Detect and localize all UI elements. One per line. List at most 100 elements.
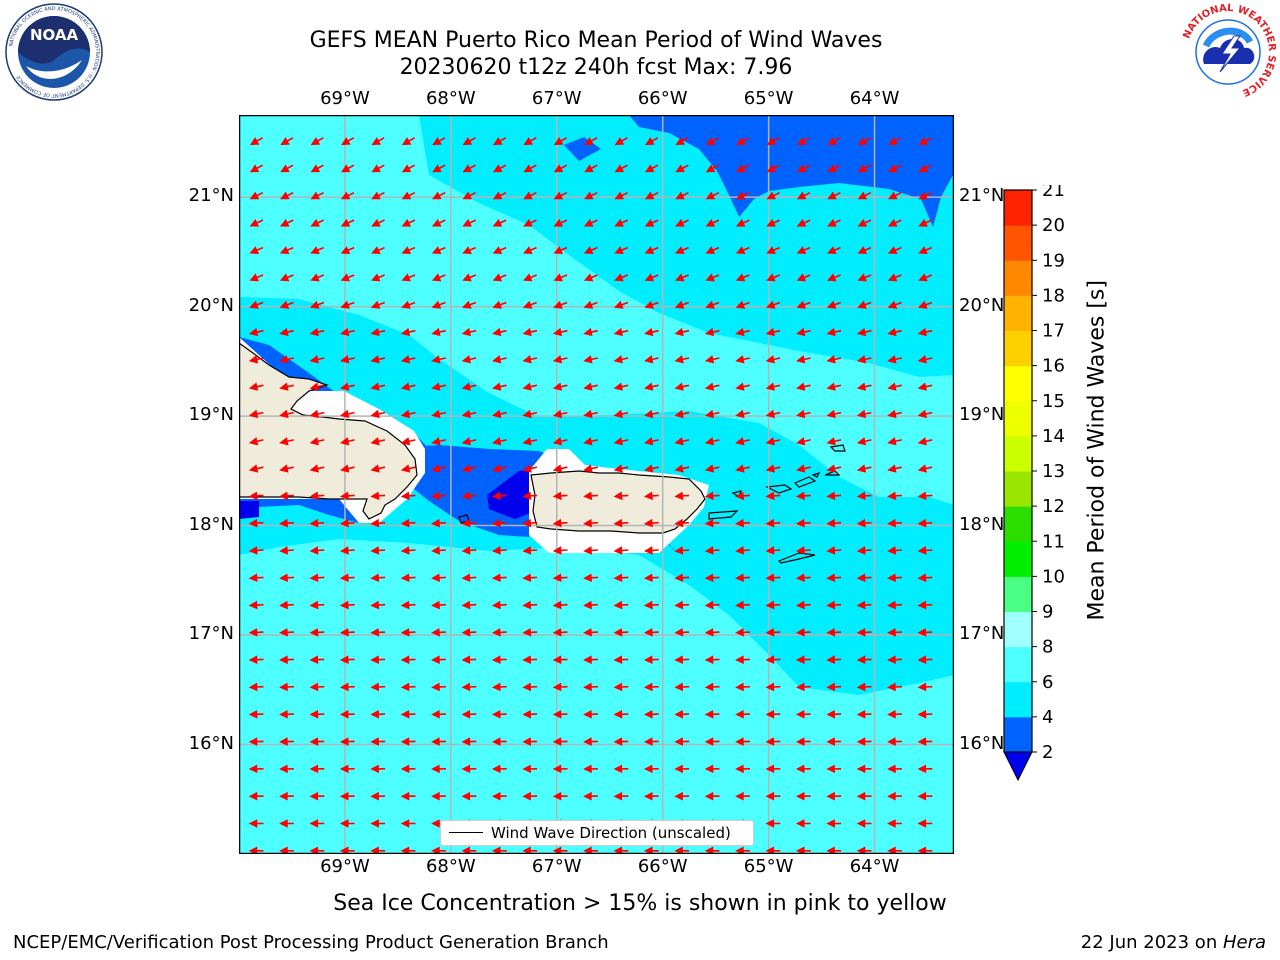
wave-arrow [248, 355, 264, 364]
wave-arrow [583, 464, 598, 473]
wave-arrow [917, 819, 933, 828]
wave-arrow [765, 846, 781, 854]
wave-arrow [583, 628, 598, 637]
wave-arrow [552, 518, 568, 528]
wave-arrow [371, 137, 385, 146]
wave-arrow [614, 137, 628, 146]
wave-arrow [644, 218, 659, 227]
wave-arrow [644, 464, 659, 473]
wave-arrow [887, 791, 902, 801]
wave-arrow [826, 464, 842, 473]
wave-arrow [826, 737, 842, 746]
wave-arrow [248, 655, 264, 664]
wave-arrow [279, 246, 294, 254]
wave-arrow [584, 137, 598, 146]
wave-arrow [826, 846, 842, 854]
wave-arrow [248, 382, 264, 391]
wave-arrow [400, 764, 416, 774]
wave-arrow [280, 137, 294, 146]
wave-arrow [614, 164, 628, 173]
wave-arrow [795, 682, 811, 692]
wave-arrow [704, 846, 720, 854]
wave-arrow [583, 409, 598, 419]
wave-arrow [613, 546, 629, 555]
wave-arrow [248, 464, 264, 473]
wave-arrow [644, 273, 659, 282]
wave-arrow [887, 764, 902, 774]
noaa-logo-icon: NOAA NATIONAL OCEANIC AND ATMOSPHERIC AD… [5, 3, 103, 101]
wave-arrow [370, 682, 386, 692]
lat-tick-right: 18°N [959, 513, 1005, 535]
wave-arrow [248, 709, 264, 719]
wave-arrow [249, 164, 264, 173]
wave-arrow [796, 300, 811, 309]
wave-arrow [643, 709, 659, 719]
wave-arrow [674, 628, 690, 637]
land-puerto-rico [530, 470, 706, 534]
wave-arrow [613, 709, 629, 719]
wave-arrow [553, 218, 568, 227]
wave-arrow [826, 764, 842, 774]
wave-arrow [827, 191, 841, 200]
wave-arrow [309, 819, 325, 828]
wave-arrow [552, 682, 568, 692]
wave-arrow [431, 464, 446, 473]
wave-arrow [917, 655, 933, 664]
wave-arrow [370, 355, 386, 364]
colorbar-tick-label: 20 [1042, 215, 1065, 236]
wave-arrow [461, 846, 477, 854]
wave-arrow [280, 191, 294, 200]
wave-arrow [704, 737, 720, 746]
wave-arrow [523, 137, 537, 146]
wave-arrow [309, 327, 325, 337]
wave-arrow [249, 246, 264, 254]
wave-arrow [856, 382, 872, 391]
wave-arrow [552, 846, 568, 854]
wave-arrow [856, 409, 872, 419]
wave-arrow [584, 164, 598, 173]
wave-arrow [432, 137, 446, 146]
wave-arrow [918, 191, 932, 200]
wave-arrow [705, 137, 719, 146]
wave-arrow [796, 327, 811, 337]
wave-arrow [310, 164, 324, 173]
machine-name: Hera [1222, 932, 1266, 953]
wave-arrow [766, 218, 781, 227]
lon-tick-top: 65°W [743, 88, 794, 109]
wave-arrow [400, 573, 416, 583]
wave-arrow [887, 246, 902, 254]
wave-arrow [827, 164, 841, 173]
lat-tick-left: 16°N [188, 732, 234, 754]
wave-arrow [461, 464, 477, 473]
wave-arrow [735, 709, 750, 719]
wave-arrow [552, 600, 568, 610]
wave-arrow [857, 191, 872, 200]
wave-arrow [400, 491, 416, 501]
wave-arrow [249, 191, 264, 200]
wave-arrow [310, 137, 324, 146]
wave-arrow [826, 382, 842, 391]
wave-arrow [280, 164, 294, 173]
wave-arrow [583, 218, 598, 227]
wave-arrow [491, 546, 507, 555]
wave-arrow [249, 300, 264, 309]
wave-arrow [248, 846, 264, 854]
wave-arrow [522, 300, 537, 309]
wave-arrow [917, 600, 933, 610]
wave-arrow [492, 409, 507, 419]
wave-arrow [917, 464, 933, 473]
wave-arrow [917, 573, 933, 583]
wave-arrow [583, 600, 598, 610]
colorbar-tick-label: 4 [1042, 707, 1053, 728]
wave-arrow [674, 573, 690, 583]
wave-arrow [552, 791, 568, 801]
wave-arrow [796, 382, 811, 391]
wave-arrow [917, 382, 933, 391]
wave-arrow [765, 682, 781, 692]
wave-arrow [461, 655, 477, 664]
wave-arrow [827, 246, 841, 254]
wave-arrow [340, 382, 355, 391]
wave-arrow [887, 846, 902, 854]
wave-arrow [643, 846, 659, 854]
wave-arrow [826, 709, 842, 719]
